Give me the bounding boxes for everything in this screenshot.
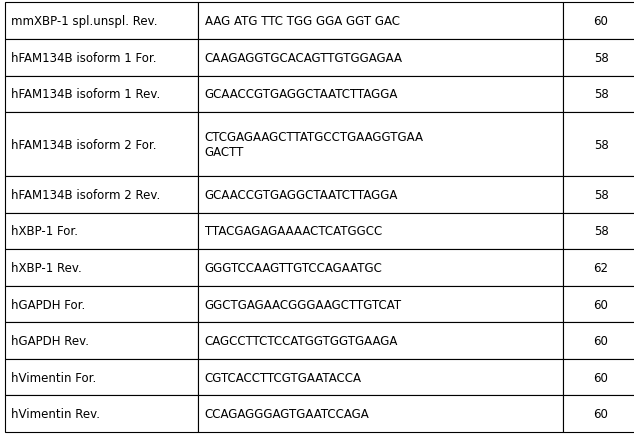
- Bar: [198, 76, 563, 113]
- Bar: [198, 177, 563, 213]
- Bar: [563, 395, 634, 432]
- Text: hFAM134B isoform 1 For.: hFAM134B isoform 1 For.: [11, 52, 157, 65]
- Text: CAAGAGGTGCACAGTTGTGGAGAA: CAAGAGGTGCACAGTTGTGGAGAA: [205, 52, 403, 65]
- Bar: [5, 395, 198, 432]
- Text: hFAM134B isoform 1 Rev.: hFAM134B isoform 1 Rev.: [11, 88, 160, 101]
- Bar: [5, 76, 198, 113]
- Text: hGAPDH Rev.: hGAPDH Rev.: [11, 334, 89, 347]
- Bar: [563, 113, 634, 177]
- Text: 58: 58: [593, 188, 609, 201]
- Bar: [198, 40, 563, 76]
- Bar: [563, 3, 634, 40]
- Bar: [5, 40, 198, 76]
- Bar: [198, 395, 563, 432]
- Bar: [5, 359, 198, 395]
- Text: hFAM134B isoform 2 For.: hFAM134B isoform 2 For.: [11, 138, 157, 151]
- Text: 60: 60: [593, 407, 609, 420]
- Text: hFAM134B isoform 2 Rev.: hFAM134B isoform 2 Rev.: [11, 188, 160, 201]
- Text: 58: 58: [593, 52, 609, 65]
- Bar: [5, 213, 198, 250]
- Text: GGCTGAGAACGGGAAGCTTGTCAT: GGCTGAGAACGGGAAGCTTGTCAT: [205, 298, 402, 311]
- Text: 58: 58: [593, 225, 609, 238]
- Text: 60: 60: [593, 371, 609, 384]
- Text: mmXBP-1 spl.unspl. Rev.: mmXBP-1 spl.unspl. Rev.: [11, 15, 158, 28]
- Text: hXBP-1 For.: hXBP-1 For.: [11, 225, 79, 238]
- Bar: [563, 250, 634, 286]
- Bar: [563, 359, 634, 395]
- Text: 62: 62: [593, 261, 609, 274]
- Bar: [198, 113, 563, 177]
- Text: hGAPDH For.: hGAPDH For.: [11, 298, 86, 311]
- Text: GCAACCGTGAGGCTAATCTTAGGA: GCAACCGTGAGGCTAATCTTAGGA: [205, 88, 398, 101]
- Text: TTACGAGAGAAAACTCATGGCC: TTACGAGAGAAAACTCATGGCC: [205, 225, 382, 238]
- Bar: [5, 113, 198, 177]
- Text: GGGTCCAAGTTGTCCAGAATGC: GGGTCCAAGTTGTCCAGAATGC: [205, 261, 383, 274]
- Text: CAGCCTTCTCCATGGTGGTGAAGA: CAGCCTTCTCCATGGTGGTGAAGA: [205, 334, 398, 347]
- Text: GCAACCGTGAGGCTAATCTTAGGA: GCAACCGTGAGGCTAATCTTAGGA: [205, 188, 398, 201]
- Bar: [198, 250, 563, 286]
- Bar: [198, 3, 563, 40]
- Bar: [5, 322, 198, 359]
- Text: 60: 60: [593, 334, 609, 347]
- Bar: [563, 76, 634, 113]
- Bar: [198, 286, 563, 322]
- Text: hVimentin For.: hVimentin For.: [11, 371, 96, 384]
- Text: 58: 58: [593, 88, 609, 101]
- Bar: [563, 213, 634, 250]
- Text: 60: 60: [593, 298, 609, 311]
- Text: CTCGAGAAGCTTATGCCTGAAGGTGAA
GACTT: CTCGAGAAGCTTATGCCTGAAGGTGAA GACTT: [205, 131, 424, 159]
- Bar: [563, 40, 634, 76]
- Text: CGTCACCTTCGTGAATACCA: CGTCACCTTCGTGAATACCA: [205, 371, 362, 384]
- Text: hXBP-1 Rev.: hXBP-1 Rev.: [11, 261, 82, 274]
- Bar: [5, 3, 198, 40]
- Bar: [198, 359, 563, 395]
- Bar: [563, 286, 634, 322]
- Bar: [563, 322, 634, 359]
- Bar: [5, 250, 198, 286]
- Bar: [563, 177, 634, 213]
- Bar: [198, 213, 563, 250]
- Text: hVimentin Rev.: hVimentin Rev.: [11, 407, 100, 420]
- Bar: [5, 177, 198, 213]
- Bar: [5, 286, 198, 322]
- Bar: [198, 322, 563, 359]
- Text: 60: 60: [593, 15, 609, 28]
- Text: CCAGAGGGAGTGAATCCAGA: CCAGAGGGAGTGAATCCAGA: [205, 407, 370, 420]
- Text: AAG ATG TTC TGG GGA GGT GAC: AAG ATG TTC TGG GGA GGT GAC: [205, 15, 400, 28]
- Text: 58: 58: [593, 138, 609, 151]
